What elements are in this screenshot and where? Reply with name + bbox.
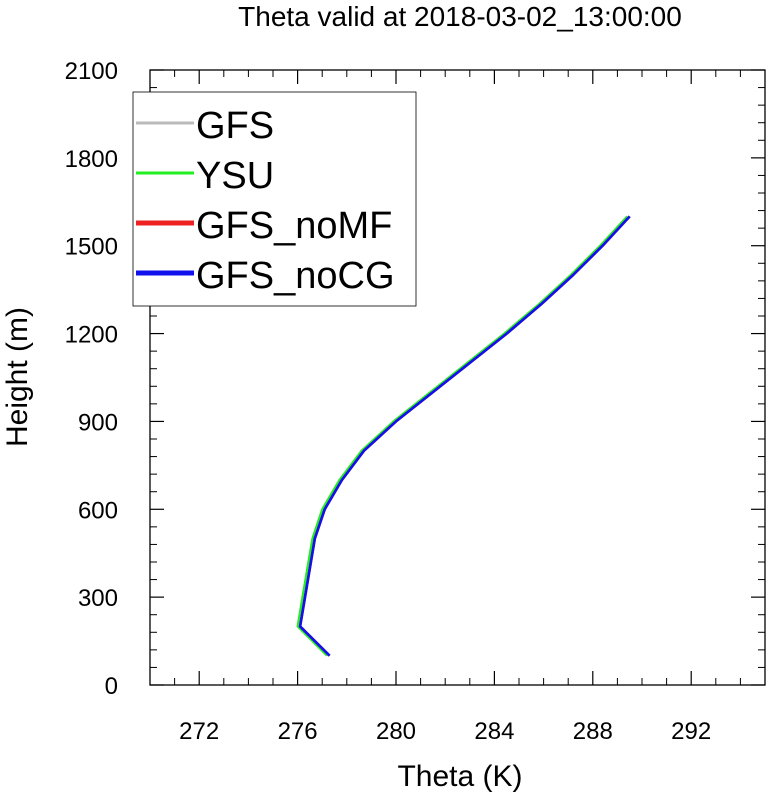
x-axis-label: Theta (K): [397, 760, 522, 793]
plot-area: [296, 215, 631, 657]
legend-label-ysu: YSU: [196, 155, 274, 197]
legend-label-gfs-nocg: GFS_noCG: [196, 255, 395, 297]
series-line-ysu: [296, 215, 629, 657]
x-tick-label: 280: [376, 718, 416, 745]
y-tick-label: 0: [105, 673, 118, 700]
legend-label-gfs: GFS: [196, 105, 274, 147]
y-axis-label: Height (m): [1, 307, 34, 447]
plot-frame: [149, 69, 766, 686]
chart-title: Theta valid at 2018-03-02_13:00:00: [238, 1, 682, 32]
y-tick-label: 2100: [65, 58, 118, 85]
axis-ticks: 272 276 280 284 288 292 0 300 600 900 1200 1500 1800…: [65, 58, 766, 745]
y-tick-label: 900: [78, 409, 118, 436]
x-tick-label: 292: [671, 718, 711, 745]
series-line-gfs-nocg: [298, 215, 631, 657]
x-tick-label: 284: [474, 718, 514, 745]
x-tick-label: 288: [573, 718, 613, 745]
legend-label-gfs-nomf: GFS_noMF: [196, 205, 392, 247]
x-tick-label: 272: [179, 718, 219, 745]
x-tick-label: 276: [278, 718, 318, 745]
legend: GFS YSU GFS_noMF GFS_noCG: [132, 91, 417, 307]
y-tick-label: 1500: [65, 234, 118, 261]
y-tick-label: 300: [78, 585, 118, 612]
y-tick-label: 1200: [65, 322, 118, 349]
y-tick-label: 600: [78, 497, 118, 524]
legend-box: [132, 91, 417, 307]
y-tick-label: 1800: [65, 146, 118, 173]
